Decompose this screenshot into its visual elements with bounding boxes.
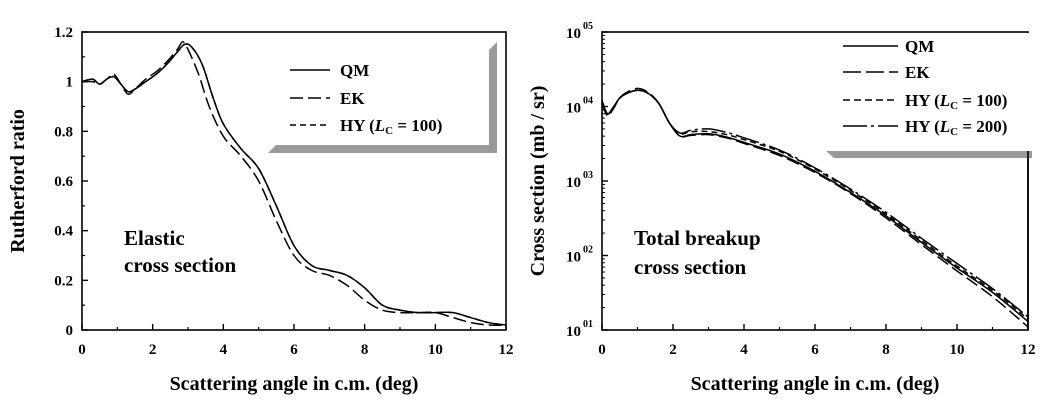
elastic-y-axis-label: Rutherford ratio xyxy=(7,109,29,253)
legend-label-hy200: HY (LC = 200) xyxy=(905,117,1007,138)
x-tick-label: 8 xyxy=(361,342,369,358)
x-tick-label: 4 xyxy=(740,342,748,358)
legend-label-hy100: HY (LC = 100) xyxy=(905,91,1007,112)
legend-label-qm: QM xyxy=(905,37,934,56)
series-line-2 xyxy=(81,41,507,326)
x-tick-label: 0 xyxy=(598,342,606,358)
legend-background xyxy=(828,33,1033,151)
breakup-annotation-line2: cross section xyxy=(634,255,746,279)
y-tick-label: 10 xyxy=(566,101,581,117)
x-tick-label: 2 xyxy=(149,342,157,358)
x-tick-label: 12 xyxy=(499,342,514,358)
y-tick-label: 10 xyxy=(566,324,581,340)
y-tick-exponent: 03 xyxy=(583,170,593,181)
y-tick-exponent: 05 xyxy=(583,21,593,32)
series-line-4 xyxy=(601,89,1029,318)
x-tick-label: 0 xyxy=(78,342,86,358)
y-tick-label: 10 xyxy=(566,26,581,42)
elastic-annotation-line2: cross section xyxy=(124,253,236,277)
legend-shadow xyxy=(826,151,1032,158)
y-tick-label: 0.6 xyxy=(54,174,73,190)
x-tick-label: 6 xyxy=(290,342,298,358)
breakup-x-axis-label: Scattering angle in c.m. (deg) xyxy=(691,373,940,395)
y-tick-label: 0 xyxy=(66,323,74,339)
elastic-chart: 0 2 4 6 8 10 12 0 0.2 0.4 0.6 0.8 1 1.2 QM EK HY (LC … xyxy=(7,25,514,395)
breakup-annotation-line1: Total breakup xyxy=(634,226,761,250)
y-tick-label: 10 xyxy=(566,175,581,191)
legend-label-ek: EK xyxy=(340,89,365,108)
series-line-3 xyxy=(81,43,507,326)
x-tick-label: 10 xyxy=(428,342,443,358)
x-tick-label: 10 xyxy=(950,342,965,358)
x-tick-label: 12 xyxy=(1021,342,1036,358)
elastic-legend: QM EK HY (LC = 100) xyxy=(268,42,497,153)
breakup-y-axis-label: Cross section (mb / sr) xyxy=(527,86,549,277)
y-tick-exponent: 02 xyxy=(583,245,593,256)
x-tick-label: 2 xyxy=(669,342,677,358)
y-tick-label: 0.8 xyxy=(54,124,73,140)
x-tick-label: 4 xyxy=(220,342,228,358)
y-tick-label: 0.2 xyxy=(54,273,73,289)
x-tick-label: 6 xyxy=(811,342,819,358)
elastic-x-axis-label: Scattering angle in c.m. (deg) xyxy=(170,373,419,395)
y-tick-label: 1 xyxy=(66,75,74,91)
y-tick-exponent: 01 xyxy=(583,319,593,330)
legend-label-qm: QM xyxy=(340,61,369,80)
series-line-1 xyxy=(81,43,507,326)
elastic-annotation-line1: Elastic xyxy=(124,226,185,250)
y-tick-label: 1.2 xyxy=(54,25,73,41)
legend-label-ek: EK xyxy=(905,63,930,82)
y-tick-label: 0.4 xyxy=(54,224,73,240)
breakup-legend: QM EK HY (LC = 100) HY (LC = 200) xyxy=(826,33,1033,330)
legend-label-hy100: HY (LC = 100) xyxy=(340,116,442,137)
y-tick-exponent: 04 xyxy=(583,96,593,107)
elastic-plot-frame xyxy=(81,31,507,331)
y-tick-label: 10 xyxy=(566,250,581,266)
x-tick-label: 8 xyxy=(882,342,890,358)
